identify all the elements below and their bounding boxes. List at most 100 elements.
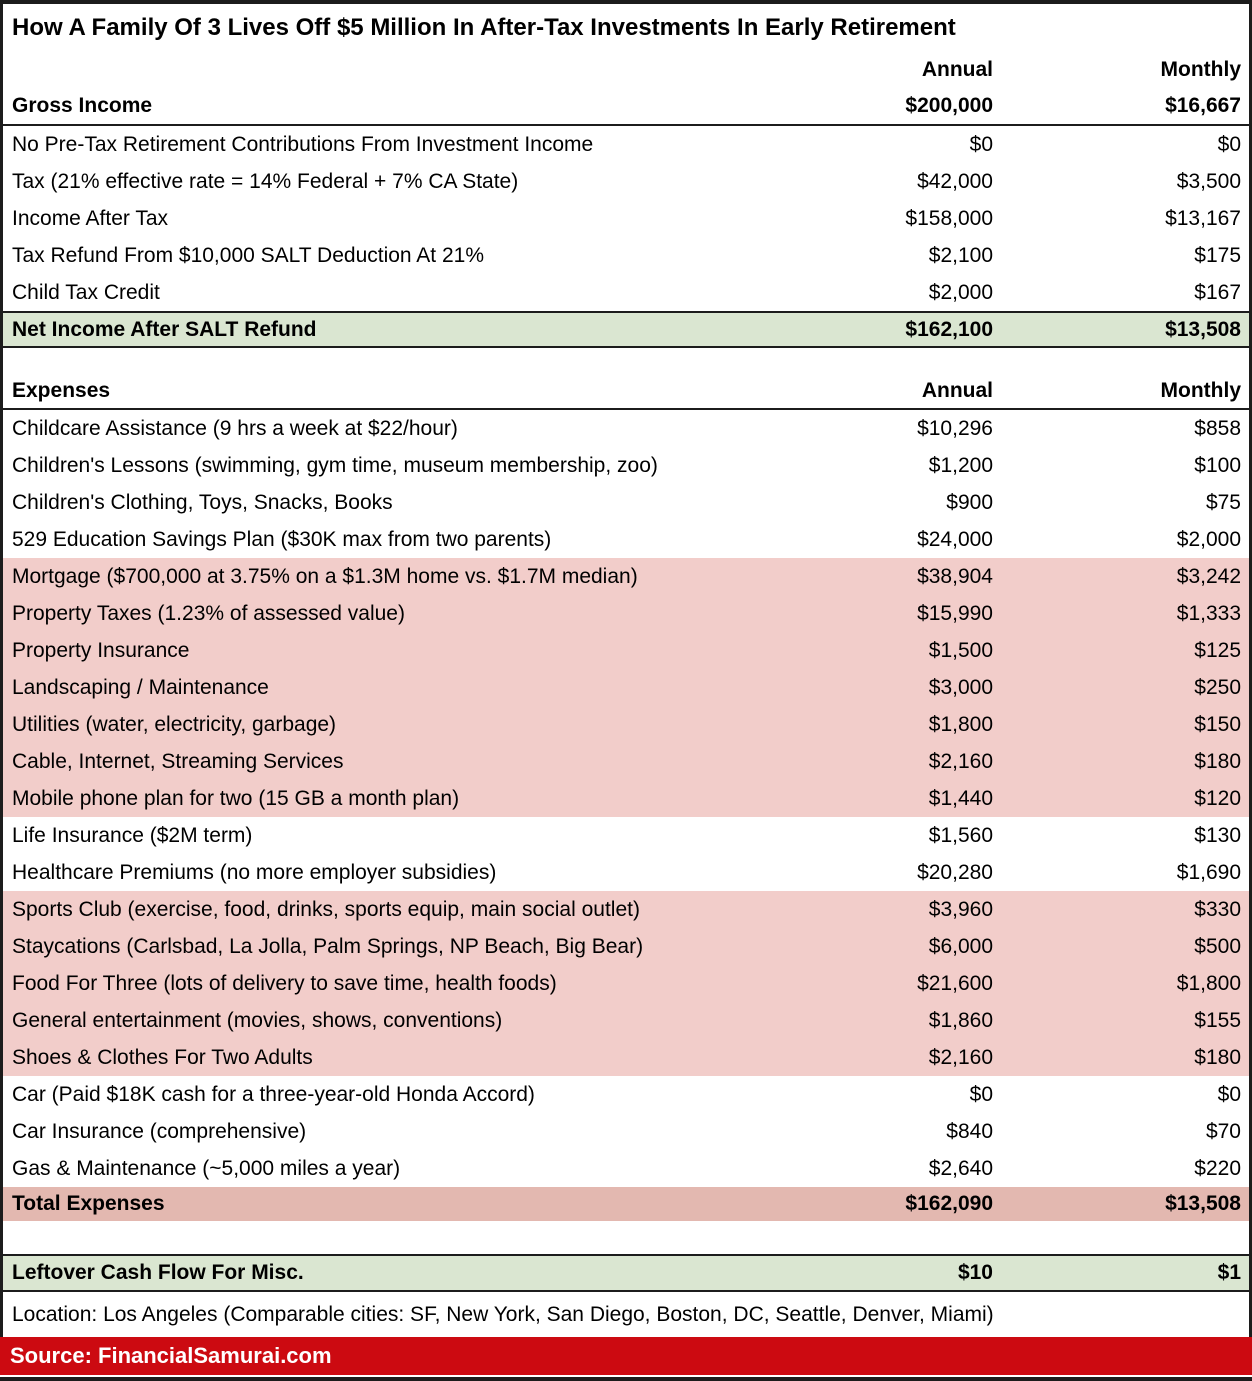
leftover-cash-flow-annual: $10 <box>957 1261 993 1285</box>
net-income-total-label: Net Income After SALT Refund <box>12 317 317 341</box>
expense-row-annual: $840 <box>946 1119 993 1143</box>
divider-line <box>3 124 1249 126</box>
leftover-cash-flow-row: Leftover Cash Flow For Misc. $10 $1 <box>3 1256 1249 1290</box>
expense-row-annual: $21,600 <box>917 971 993 995</box>
expense-row: Mortgage ($700,000 at 3.75% on a $1.3M h… <box>3 558 1249 595</box>
income-row-annual: $42,000 <box>917 169 993 193</box>
income-row-annual: $2,100 <box>928 243 993 267</box>
income-row-label: No Pre-Tax Retirement Contributions From… <box>12 132 594 156</box>
income-row-monthly: $175 <box>1194 243 1241 267</box>
expense-row-monthly: $120 <box>1194 786 1241 810</box>
income-row-annual: $158,000 <box>905 206 993 230</box>
expense-row-monthly: $858 <box>1194 416 1241 440</box>
expense-row-annual: $3,960 <box>928 897 993 921</box>
expense-row: Mobile phone plan for two (15 GB a month… <box>3 780 1249 817</box>
expense-row-monthly: $100 <box>1194 453 1241 477</box>
expense-row-label: Mobile phone plan for two (15 GB a month… <box>12 786 460 810</box>
expense-row-monthly: $180 <box>1194 749 1241 773</box>
table-body: How A Family Of 3 Lives Off $5 Million I… <box>0 0 1252 1337</box>
net-income-total-monthly: $13,508 <box>1165 317 1241 341</box>
expense-row: Cable, Internet, Streaming Services $2,16… <box>3 743 1249 780</box>
expense-row-annual: $1,440 <box>928 786 993 810</box>
divider-line <box>3 1254 1249 1256</box>
income-row: Tax Refund From $10,000 SALT Deduction A… <box>3 237 1249 274</box>
expense-row-monthly: $250 <box>1194 675 1241 699</box>
section-gap <box>3 348 1249 374</box>
expenses-header-row: Expenses Annual Monthly <box>3 374 1249 408</box>
total-expenses-annual: $162,090 <box>905 1192 993 1216</box>
page-title: How A Family Of 3 Lives Off $5 Million I… <box>12 14 956 41</box>
total-expenses-row: Total Expenses $162,090 $13,508 <box>3 1187 1249 1221</box>
income-row-annual: $2,000 <box>928 280 993 304</box>
expense-row-label: Gas & Maintenance (~5,000 miles a year) <box>12 1156 401 1180</box>
expense-row: Staycations (Carlsbad, La Jolla, Palm Sp… <box>3 928 1249 965</box>
income-row: Child Tax Credit $2,000 $167 <box>3 274 1249 311</box>
expense-row-monthly: $3,242 <box>1176 564 1241 588</box>
expense-row-label: Utilities (water, electricity, garbage) <box>12 712 337 736</box>
expense-row-annual: $2,160 <box>928 749 993 773</box>
expense-row-monthly: $500 <box>1194 934 1241 958</box>
expense-row: Car (Paid $18K cash for a three-year-old… <box>3 1076 1249 1113</box>
income-rows: No Pre-Tax Retirement Contributions From… <box>3 126 1249 311</box>
income-row: No Pre-Tax Retirement Contributions From… <box>3 126 1249 163</box>
expense-row-monthly: $1,800 <box>1176 971 1241 995</box>
expenses-column-header-annual: Annual <box>921 379 993 403</box>
source-bar: Source: FinancialSamurai.com <box>0 1337 1252 1375</box>
expense-row-annual: $15,990 <box>917 601 993 625</box>
income-row-monthly: $3,500 <box>1176 169 1241 193</box>
gross-income-row: Gross Income $200,000 $16,667 <box>3 88 1249 124</box>
expense-row-monthly: $130 <box>1194 823 1241 847</box>
expense-row-label: Sports Club (exercise, food, drinks, spo… <box>12 897 640 921</box>
expense-row: 529 Education Savings Plan ($30K max fro… <box>3 521 1249 558</box>
expense-row-label: Car (Paid $18K cash for a three-year-old… <box>12 1082 535 1106</box>
column-header-annual: Annual <box>921 58 993 82</box>
expense-row-label: Shoes & Clothes For Two Adults <box>12 1045 313 1069</box>
expense-row: Car Insurance (comprehensive) $840 $70 <box>3 1113 1249 1150</box>
expense-row-monthly: $70 <box>1205 1119 1241 1143</box>
location-note: Location: Los Angeles (Comparable cities… <box>12 1302 994 1326</box>
expense-row-annual: $1,860 <box>928 1008 993 1032</box>
divider-line <box>3 311 1249 313</box>
total-expenses-monthly: $13,508 <box>1165 1192 1241 1216</box>
expense-row-label: Healthcare Premiums (no more employer su… <box>12 860 497 884</box>
divider-line <box>3 346 1249 348</box>
expense-row: Shoes & Clothes For Two Adults $2,160 $180 <box>3 1039 1249 1076</box>
expense-row-label: Staycations (Carlsbad, La Jolla, Palm Sp… <box>12 934 644 958</box>
expense-row-annual: $24,000 <box>917 527 993 551</box>
income-row-label: Tax (21% effective rate = 14% Federal + … <box>12 169 519 193</box>
expense-row-monthly: $155 <box>1194 1008 1241 1032</box>
expense-row: Property Insurance $1,500 $125 <box>3 632 1249 669</box>
source-text: Source: FinancialSamurai.com <box>10 1343 332 1368</box>
expense-row-annual: $6,000 <box>928 934 993 958</box>
expense-row-annual: $2,160 <box>928 1045 993 1069</box>
income-row-label: Child Tax Credit <box>12 280 160 304</box>
income-row-annual: $0 <box>969 132 993 156</box>
expense-row-label: Childcare Assistance (9 hrs a week at $2… <box>12 416 458 440</box>
expense-row-label: Car Insurance (comprehensive) <box>12 1119 307 1143</box>
column-header-monthly: Monthly <box>1160 58 1241 82</box>
expense-row-label: General entertainment (movies, shows, co… <box>12 1008 503 1032</box>
expense-row-monthly: $125 <box>1194 638 1241 662</box>
section-gap <box>3 1221 1249 1254</box>
expense-row: Life Insurance ($2M term) $1,560 $130 <box>3 817 1249 854</box>
expense-row-annual: $1,500 <box>928 638 993 662</box>
expense-row-label: Life Insurance ($2M term) <box>12 823 253 847</box>
income-row-monthly: $0 <box>1217 132 1241 156</box>
expense-row: Children's Clothing, Toys, Snacks, Books… <box>3 484 1249 521</box>
divider-line <box>3 1290 1249 1292</box>
expense-row-monthly: $180 <box>1194 1045 1241 1069</box>
expense-row: Food For Three (lots of delivery to save… <box>3 965 1249 1002</box>
bottom-strip <box>0 1375 1252 1377</box>
expense-row-label: Food For Three (lots of delivery to save… <box>12 971 557 995</box>
expense-row-monthly: $330 <box>1194 897 1241 921</box>
expenses-header-label: Expenses <box>12 379 111 403</box>
expense-row-annual: $1,800 <box>928 712 993 736</box>
expense-row: Healthcare Premiums (no more employer su… <box>3 854 1249 891</box>
net-income-total-annual: $162,100 <box>905 317 993 341</box>
expense-row-label: Property Taxes (1.23% of assessed value) <box>12 601 405 625</box>
gross-income-label: Gross Income <box>12 94 153 118</box>
expense-row-annual: $900 <box>946 490 993 514</box>
income-row-label: Tax Refund From $10,000 SALT Deduction A… <box>12 243 484 267</box>
income-row-monthly: $167 <box>1194 280 1241 304</box>
